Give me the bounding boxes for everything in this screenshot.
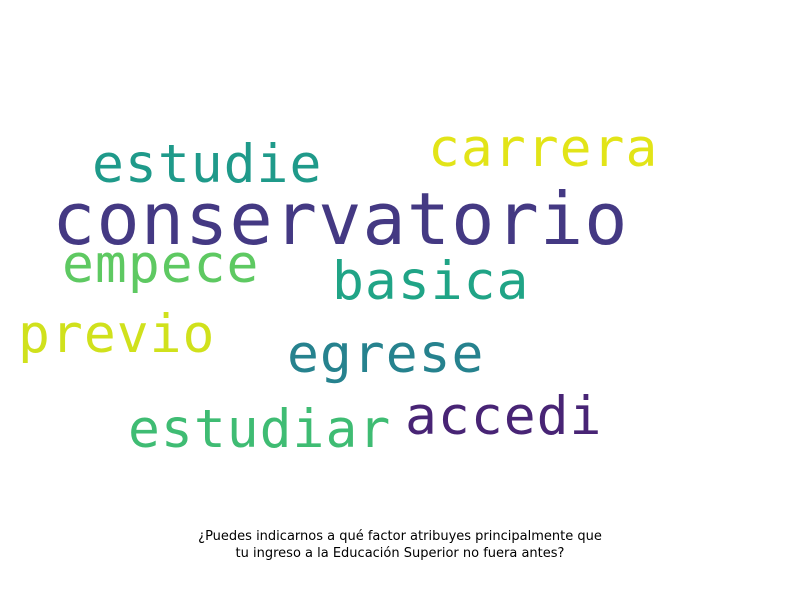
word-previo: previo — [18, 304, 216, 365]
word-estudie: estudie — [92, 134, 323, 195]
word-egrese: egrese — [287, 324, 485, 385]
word-basica: basica — [332, 251, 530, 312]
word-empece: empece — [62, 234, 260, 295]
caption-line-1: ¿Puedes indicarnos a qué factor atribuye… — [198, 529, 602, 544]
word-conservatorio: conservatorio — [52, 177, 629, 261]
word-carrera: carrera — [428, 118, 659, 179]
caption: ¿Puedes indicarnos a qué factor atribuye… — [0, 528, 800, 562]
caption-line-2: tu ingreso a la Educación Superior no fu… — [235, 546, 565, 561]
word-accedi: accedi — [405, 386, 603, 447]
word-estudiar: estudiar — [128, 399, 392, 460]
